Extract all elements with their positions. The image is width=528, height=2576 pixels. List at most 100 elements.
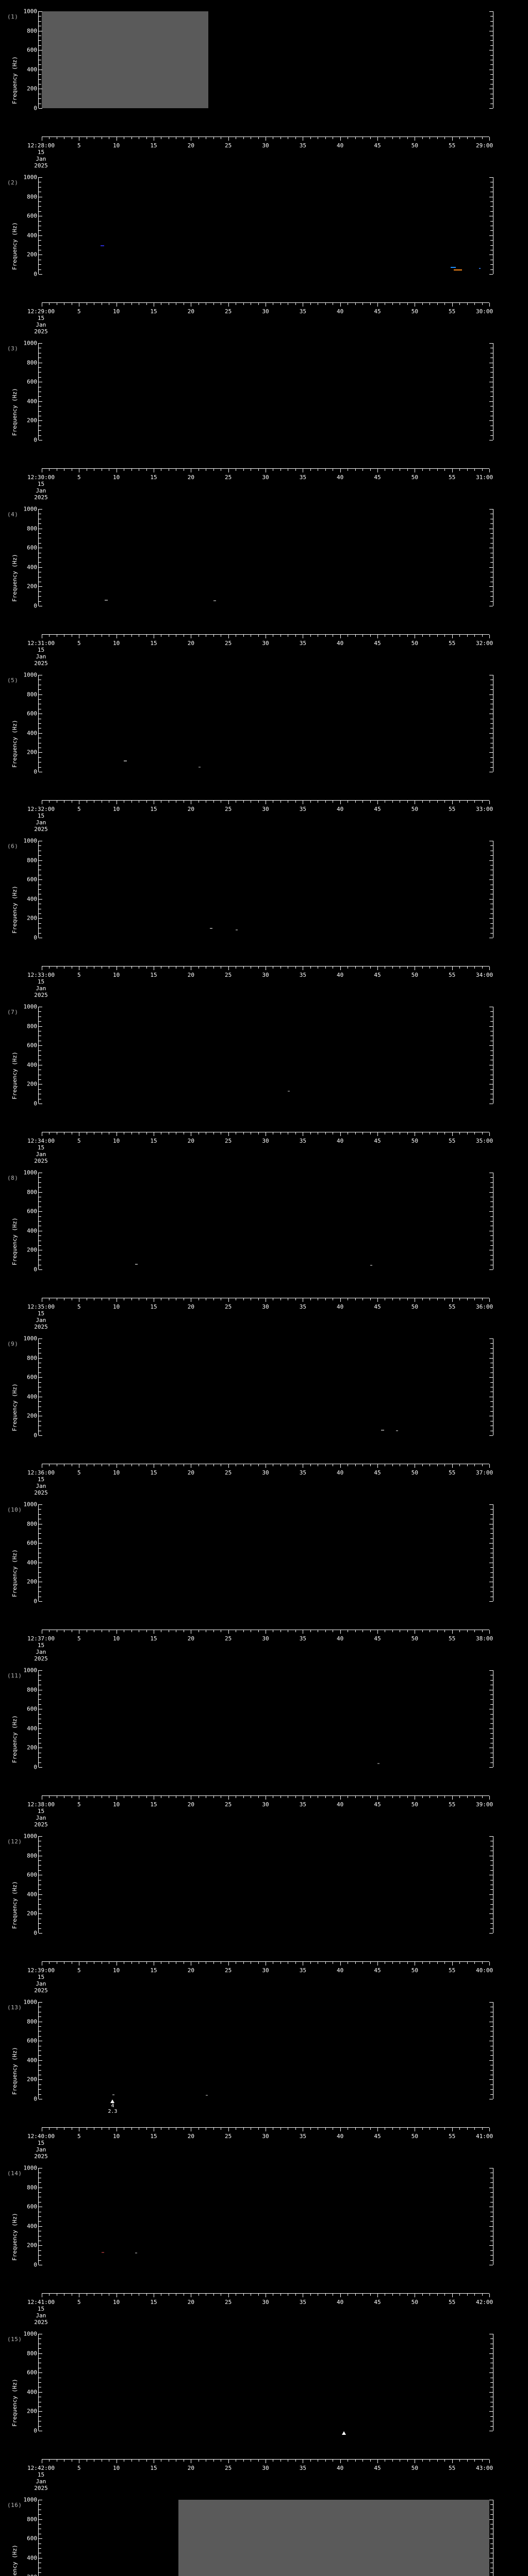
x-axis-minor-tick	[482, 1298, 483, 1300]
x-axis-origin-label: 12:40:00 15 Jan 2025	[27, 2133, 55, 2160]
right-axis-minor-tick	[490, 240, 493, 241]
x-axis-minor-tick	[444, 1298, 446, 1300]
x-axis-minor-tick	[362, 303, 364, 305]
y-axis-minor-tick	[39, 1928, 41, 1929]
x-axis-minor-tick	[280, 2294, 281, 2296]
x-axis-minor-tick	[131, 1464, 132, 1466]
right-axis-minor-tick	[490, 396, 493, 397]
right-axis	[489, 841, 493, 938]
y-axis-major-tick	[39, 2002, 42, 2003]
y-axis-tick-label: 600	[27, 2369, 37, 2376]
x-axis-tick-label: 25	[225, 972, 232, 978]
detection-marker	[124, 760, 127, 762]
x-axis-major-tick	[452, 801, 453, 804]
right-axis-minor-tick	[490, 1221, 493, 1222]
x-axis-minor-tick	[482, 635, 483, 637]
right-axis-minor-tick	[490, 577, 493, 578]
right-axis-major-tick	[489, 1543, 493, 1544]
right-axis-minor-tick	[490, 211, 493, 212]
x-axis-tick-label: 35	[299, 308, 306, 315]
plot-area[interactable]	[42, 1836, 489, 1933]
y-axis-tick-label: 600	[27, 1208, 37, 1215]
x-axis-tick-label: 20	[187, 2133, 194, 2140]
plot-area[interactable]	[42, 177, 489, 274]
y-axis-tick-label: 200	[27, 1412, 37, 1419]
right-axis-major-tick	[489, 1211, 493, 1212]
x-axis-major-tick	[340, 967, 341, 970]
x-axis-tick-label: 55	[449, 1801, 456, 1808]
y-axis-minor-tick	[39, 367, 41, 368]
x-axis-minor-tick	[355, 469, 356, 471]
y-axis-minor-tick	[39, 2504, 41, 2505]
plot-area[interactable]	[42, 1173, 489, 1269]
plot-area[interactable]	[42, 11, 489, 108]
x-axis-origin-date-line: 2025	[34, 1489, 48, 1496]
x-axis-minor-tick	[295, 1132, 296, 1134]
plot-area[interactable]	[42, 675, 489, 772]
x-axis-origin-date-line: 2025	[34, 2319, 48, 2326]
x-axis-minor-tick	[295, 303, 296, 305]
right-axis-minor-tick	[490, 1533, 493, 1534]
x-axis-minor-tick	[258, 1298, 259, 1300]
y-axis: 0 200 400 600 800 1000	[24, 1335, 42, 1439]
y-axis-minor-tick	[39, 269, 41, 270]
right-axis-minor-tick	[490, 1343, 493, 1344]
plot-area[interactable]	[42, 2334, 489, 2431]
x-axis-origin-date-line: 2025	[34, 826, 48, 833]
y-axis-minor-tick	[39, 591, 41, 592]
x-axis-tick-label: 45	[374, 474, 381, 481]
x-axis-minor-tick	[213, 1464, 214, 1466]
y-axis-minor-tick	[39, 1757, 41, 1758]
y-axis-label: Frequency (Hz)	[11, 2047, 18, 2095]
x-axis-minor-tick	[437, 137, 438, 139]
x-axis-minor-tick	[146, 1962, 147, 1964]
plot-area[interactable]	[42, 1670, 489, 1767]
right-axis-minor-tick	[490, 2504, 493, 2505]
x-axis-end-label: 35:00	[476, 1138, 493, 1144]
plot-area[interactable]	[42, 1007, 489, 1104]
x-axis-minor-tick	[49, 303, 50, 305]
x-axis-tick-label: 55	[449, 1469, 456, 1476]
x-axis-tick-label: 30	[262, 474, 269, 481]
plot-area[interactable]	[42, 509, 489, 606]
plot-area[interactable]	[42, 1338, 489, 1435]
right-axis-minor-tick	[490, 411, 493, 412]
y-axis-tick-label: 0	[34, 602, 37, 609]
x-axis-tick-label: 45	[374, 1801, 381, 1808]
x-axis-minor-tick	[437, 2294, 438, 2296]
plot-area[interactable]	[42, 2168, 489, 2265]
x-axis-origin-date-line: Jan	[36, 1483, 46, 1489]
x-axis-minor-tick	[437, 635, 438, 637]
y-axis-minor-tick	[39, 2016, 41, 2018]
detection-marker	[101, 2251, 104, 2253]
x-axis-minor-tick	[407, 2460, 408, 2462]
x-axis-minor-tick	[459, 1796, 460, 1798]
plot-area[interactable]	[42, 2002, 489, 2099]
right-axis-minor-tick	[490, 2089, 493, 2090]
x-axis-tick-label: 35	[299, 142, 306, 149]
x-axis-minor-tick	[325, 303, 326, 305]
y-axis-minor-tick	[39, 2572, 41, 2573]
x-axis-minor-tick	[325, 1630, 326, 1632]
right-axis-minor-tick	[490, 1699, 493, 1700]
y-axis-tick-label: 600	[27, 2535, 37, 2542]
right-axis	[489, 2500, 493, 2576]
plot-area[interactable]	[42, 1504, 489, 1601]
x-axis-tick-label: 55	[449, 2133, 456, 2140]
y-axis-minor-tick	[39, 855, 41, 856]
x-axis-tick-label: 20	[187, 972, 194, 978]
x-axis-major-tick	[228, 2128, 229, 2131]
x-axis-minor-tick	[131, 1962, 132, 1964]
detection-marker	[135, 2252, 137, 2254]
x-axis-minor-tick	[258, 635, 259, 637]
plot-area[interactable]	[42, 2500, 489, 2576]
x-axis-major-tick	[228, 2460, 229, 2463]
x-axis-minor-tick	[258, 801, 259, 803]
plot-area[interactable]	[42, 343, 489, 440]
x-axis-minor-tick	[131, 1630, 132, 1632]
x-axis-minor-tick	[355, 2294, 356, 2296]
y-axis-major-tick	[39, 918, 42, 919]
x-axis-tick-label: 40	[337, 1469, 344, 1476]
plot-area[interactable]	[42, 841, 489, 938]
x-axis: 5 10 15 20 25 30 35 40 45 50 55 12:37:00 15 Jan 2025 38…	[27, 1630, 493, 1662]
